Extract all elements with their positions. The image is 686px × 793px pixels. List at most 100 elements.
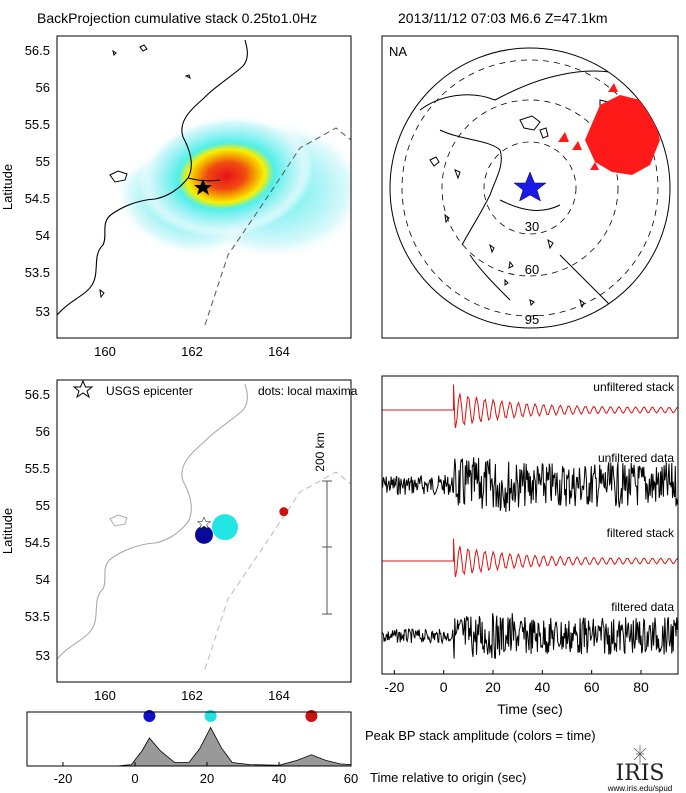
stack-map-lon-ticks: 160 162 164 (94, 344, 290, 359)
lat-tick: 53.5 (25, 265, 50, 280)
trace-label: unfiltered data (598, 451, 674, 465)
trace-label: unfiltered stack (593, 380, 675, 394)
lat-tick: 56.5 (25, 43, 50, 58)
maxima-map-frame (56, 379, 352, 683)
distance-ring-95 (401, 59, 659, 317)
maxima-map-panel: USGS epicenter dots: local maxima 200 km… (0, 379, 358, 703)
scale-label: 200 km (313, 432, 327, 471)
island-grey (109, 514, 128, 527)
legend-epicenter: USGS epicenter (106, 384, 193, 398)
trace-lines (382, 384, 678, 659)
scale-bar (322, 480, 332, 615)
amplitude-time-dots (143, 710, 318, 722)
latitude-label: Latitude (0, 164, 15, 210)
globe-coastlines (419, 70, 641, 311)
maxima-map-lon-ticks: 160 162 164 (94, 688, 290, 703)
trace-tick-label: 0 (440, 679, 448, 695)
lat-tick: 55 (36, 154, 50, 169)
trace-tick-label: -20 (384, 679, 404, 695)
latitude-label: Latitude (0, 508, 15, 554)
small-islands (99, 44, 191, 299)
time-dot (204, 710, 217, 722)
epicenter-star-icon (194, 179, 212, 195)
trace-tick-label: 40 (535, 679, 551, 695)
filtered-data-trace (382, 613, 678, 659)
coastline-grey (57, 383, 248, 660)
lon-tick: 160 (94, 688, 116, 703)
event-info: 2013/11/12 07:03 M6.6 Z=47.1km (398, 10, 608, 26)
heat-main-lobe (138, 115, 314, 237)
amplitude-xlabel: Time relative to origin (sec) (370, 770, 526, 785)
amp-tick-label: -20 (54, 771, 73, 786)
lat-tick: 54.5 (25, 535, 50, 550)
filtered-stack-trace (382, 538, 678, 578)
trace-label: filtered data (611, 600, 674, 614)
amp-tick-label: 60 (344, 771, 358, 786)
legend-star-icon (72, 379, 94, 399)
maxima-dot (212, 514, 238, 541)
trace-xlabel: Time (sec) (497, 701, 563, 717)
lon-tick: 164 (268, 688, 290, 703)
lat-tick: 55.5 (25, 117, 50, 132)
lat-tick: 53 (36, 648, 50, 663)
time-dot (305, 710, 318, 722)
lat-tick: 56 (36, 80, 50, 95)
maxima-epicenter-star-icon (196, 516, 212, 530)
trench-line (204, 127, 351, 326)
unfiltered-data-trace (382, 457, 678, 513)
globe-epicenter-star-icon (513, 171, 547, 202)
logo-burst-icon (633, 745, 647, 765)
distance-ring-60 (441, 99, 619, 277)
lat-tick: 54.5 (25, 191, 50, 206)
amp-tick-label: 40 (272, 771, 286, 786)
network-label: NA (389, 44, 407, 59)
trace-label: filtered stack (607, 526, 675, 540)
stack-map-frame (56, 35, 352, 339)
maxima-dot (279, 507, 289, 517)
distance-label-95: 95 (525, 312, 539, 327)
trace-tick-label: 60 (584, 679, 600, 695)
trench-line-grey (204, 471, 351, 670)
distance-label-60: 60 (525, 262, 539, 277)
unfiltered-stack-trace (382, 384, 678, 428)
lon-tick: 160 (94, 344, 116, 359)
amplitude-panel: -20 0 20 40 60 Peak BP stack amplitude (colo… (26, 710, 596, 786)
stack-map-lat-ticks: 56.5 56 55.5 55 54.5 54 53.5 53 (25, 43, 50, 319)
amplitude-frame (26, 711, 352, 767)
lat-tick: 55.5 (25, 461, 50, 476)
coastline (57, 39, 248, 316)
island (109, 170, 128, 183)
lon-tick: 162 (181, 688, 203, 703)
traces-frame (381, 375, 679, 675)
distance-label-30: 30 (525, 219, 539, 234)
trace-tick-label: 80 (633, 679, 649, 695)
distance-ring-30 (483, 141, 577, 235)
lon-tick: 164 (268, 344, 290, 359)
logo-name: IRIS (615, 761, 664, 786)
local-maxima-dots (195, 507, 289, 544)
trace-x-ticks: -20 0 20 40 60 80 (384, 670, 649, 695)
lat-tick: 54 (36, 228, 50, 243)
globe-panel: NA 30 60 95 (381, 35, 679, 339)
lat-tick: 53 (36, 304, 50, 319)
time-dot (143, 710, 156, 722)
lat-tick: 55 (36, 498, 50, 513)
stack-map-panel: 56.5 56 55.5 55 54.5 54 53.5 53 160 162 … (0, 35, 352, 359)
amp-tick-label: 0 (131, 771, 138, 786)
lat-tick: 53.5 (25, 609, 50, 624)
amplitude-label: Peak BP stack amplitude (colors = time) (365, 728, 596, 743)
logo-url: www.iris.edu/spud (607, 784, 672, 793)
maxima-map-lat-ticks: 56.5 56 55.5 55 54.5 54 53.5 53 (25, 387, 50, 663)
amp-tick-label: 20 (200, 771, 214, 786)
iris-logo: IRIS www.iris.edu/spud (607, 745, 672, 793)
trace-tick-label: 20 (485, 679, 501, 695)
station-cluster (585, 95, 660, 175)
amplitude-x-ticks: -20 0 20 40 60 (54, 762, 358, 786)
lat-tick: 56 (36, 424, 50, 439)
maxima-dot (195, 525, 213, 544)
station-triangles (558, 83, 650, 170)
lat-tick: 56.5 (25, 387, 50, 402)
traces-panel: unfiltered stack unfiltered data filtere… (381, 375, 679, 717)
amplitude-area (27, 726, 351, 766)
